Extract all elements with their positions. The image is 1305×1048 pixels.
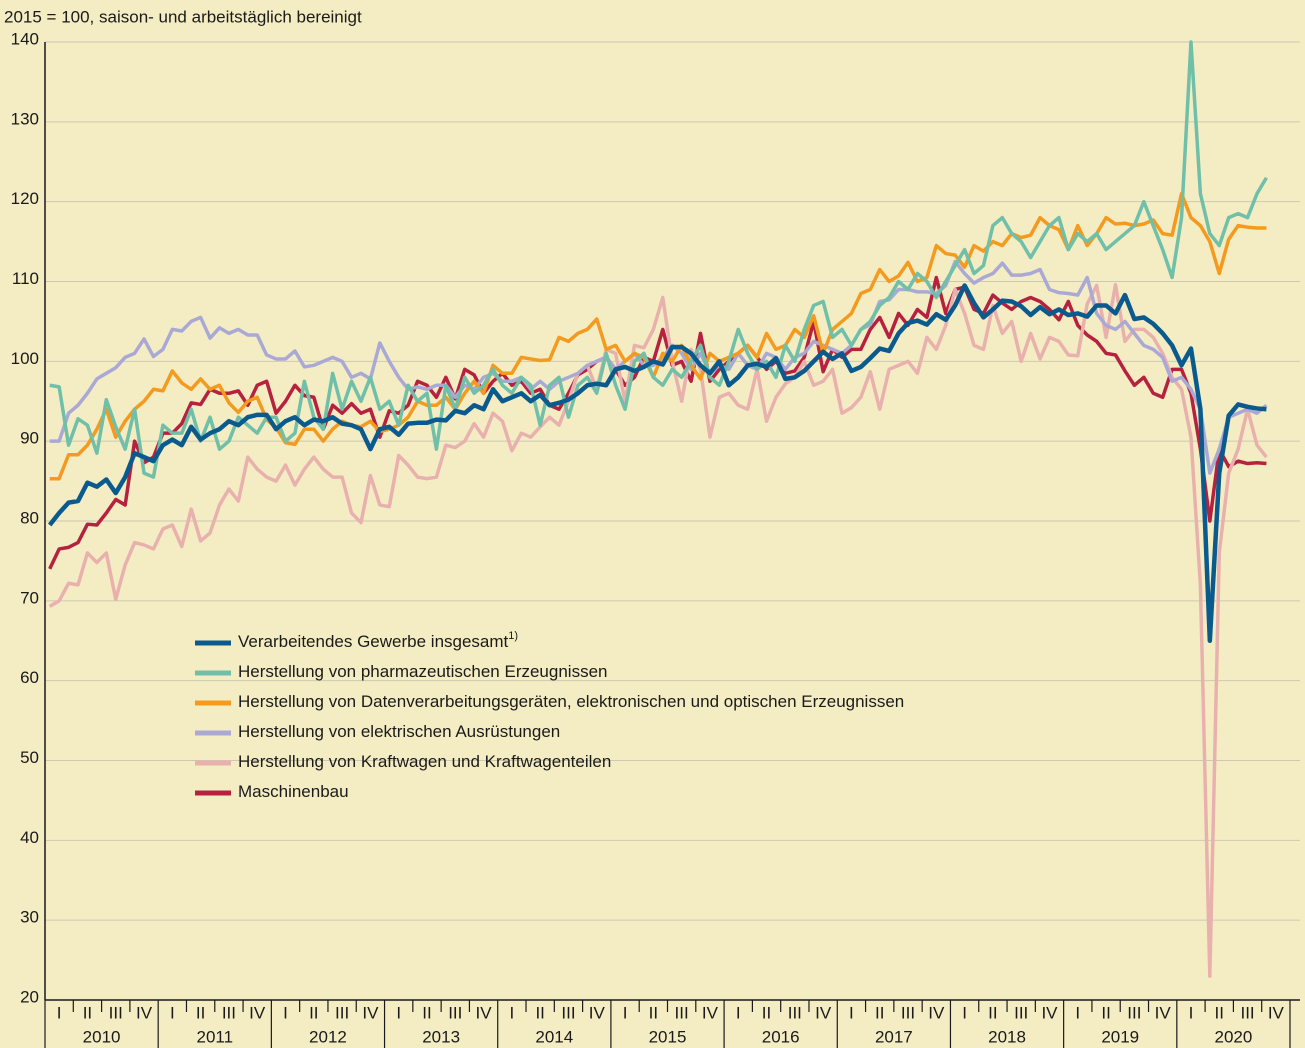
legend-label: Herstellung von Kraftwagen und Kraftwage… [238,752,611,771]
quarter-label: IV [1268,1003,1285,1022]
legend-label: Herstellung von Datenverarbeitungsgeräte… [238,692,904,711]
quarter-label: III [1127,1003,1141,1022]
legend-text: Herstellung von Kraftwagen und Kraftwage… [238,752,611,771]
quarter-label: III [1240,1003,1254,1022]
quarter-label: I [510,1003,515,1022]
year-label: 2011 [196,1027,233,1046]
legend-text: Maschinenbau [238,782,349,801]
y-tick-label: 70 [20,588,39,607]
quarter-label: II [422,1003,431,1022]
quarter-label: III [788,1003,802,1022]
legend-text: Herstellung von Datenverarbeitungsgeräte… [238,692,904,711]
y-tick-label: 120 [11,189,39,208]
quarter-label: II [1101,1003,1110,1022]
y-tick-label: 80 [20,508,39,527]
y-tick-label: 110 [12,269,39,288]
y-tick-label: 130 [11,109,39,128]
quarter-label: I [736,1003,741,1022]
legend-label: Herstellung von elektrischen Ausrüstunge… [238,722,560,741]
quarter-label: III [675,1003,689,1022]
quarter-label: I [170,1003,175,1022]
quarter-label: IV [136,1003,153,1022]
quarter-label: I [1189,1003,1194,1022]
quarter-label: IV [1041,1003,1058,1022]
legend-text: Herstellung von pharmazeutischen Erzeugn… [238,662,607,681]
quarter-label: III [561,1003,575,1022]
y-tick-label: 60 [20,668,39,687]
quarter-label: II [875,1003,884,1022]
quarter-label: III [448,1003,462,1022]
quarter-label: I [849,1003,854,1022]
footnote-mark: 1) [508,630,518,642]
y-tick-label: 30 [20,908,39,927]
quarter-label: I [962,1003,967,1022]
quarter-label: III [109,1003,123,1022]
quarter-label: III [901,1003,915,1022]
quarter-label: I [1075,1003,1080,1022]
quarter-label: IV [362,1003,379,1022]
legend-label: Herstellung von pharmazeutischen Erzeugn… [238,662,607,681]
quarter-label: II [535,1003,544,1022]
quarter-label: IV [815,1003,832,1022]
legend-label: Verarbeitendes Gewerbe insgesamt1) [238,630,518,652]
quarter-label: IV [249,1003,266,1022]
quarter-label: III [335,1003,349,1022]
y-tick-label: 20 [20,987,39,1006]
series-line [48,282,1268,978]
quarter-label: II [649,1003,658,1022]
quarter-label: I [396,1003,401,1022]
quarter-label: I [283,1003,288,1022]
y-tick-label: 100 [11,349,39,368]
y-tick-label: 90 [20,429,39,448]
year-label: 2015 [649,1027,687,1046]
year-label: 2014 [535,1027,573,1046]
series-line [49,40,1268,479]
quarter-label: IV [702,1003,719,1022]
year-label: 2010 [83,1027,121,1046]
quarter-label: II [1215,1003,1224,1022]
year-label: 2019 [1101,1027,1139,1046]
year-label: 2017 [875,1027,913,1046]
y-tick-label: 40 [20,828,39,847]
quarter-label: II [988,1003,997,1022]
year-label: 2016 [762,1027,800,1046]
quarter-label: II [83,1003,92,1022]
legend-label: Maschinenbau [238,782,349,801]
quarter-label: I [623,1003,628,1022]
quarter-label: I [57,1003,62,1022]
year-label: 2013 [422,1027,460,1046]
quarter-label: IV [1155,1003,1172,1022]
quarter-label: II [762,1003,771,1022]
legend-text: Verarbeitendes Gewerbe insgesamt [238,632,509,651]
chart-subtitle: 2015 = 100, saison- und arbeitstäglich b… [4,7,362,26]
quarter-label: IV [589,1003,606,1022]
year-label: 2018 [988,1027,1026,1046]
quarter-label: IV [928,1003,945,1022]
quarter-label: IV [476,1003,493,1022]
series-line [47,283,1267,643]
legend-text: Herstellung von elektrischen Ausrüstunge… [238,722,560,741]
year-label: 2012 [309,1027,347,1046]
quarter-label: II [309,1003,318,1022]
year-label: 2020 [1214,1027,1252,1046]
quarter-label: II [196,1003,205,1022]
y-tick-label: 50 [20,748,39,767]
quarter-label: III [1014,1003,1028,1022]
y-tick-label: 140 [11,29,39,48]
quarter-label: III [222,1003,236,1022]
